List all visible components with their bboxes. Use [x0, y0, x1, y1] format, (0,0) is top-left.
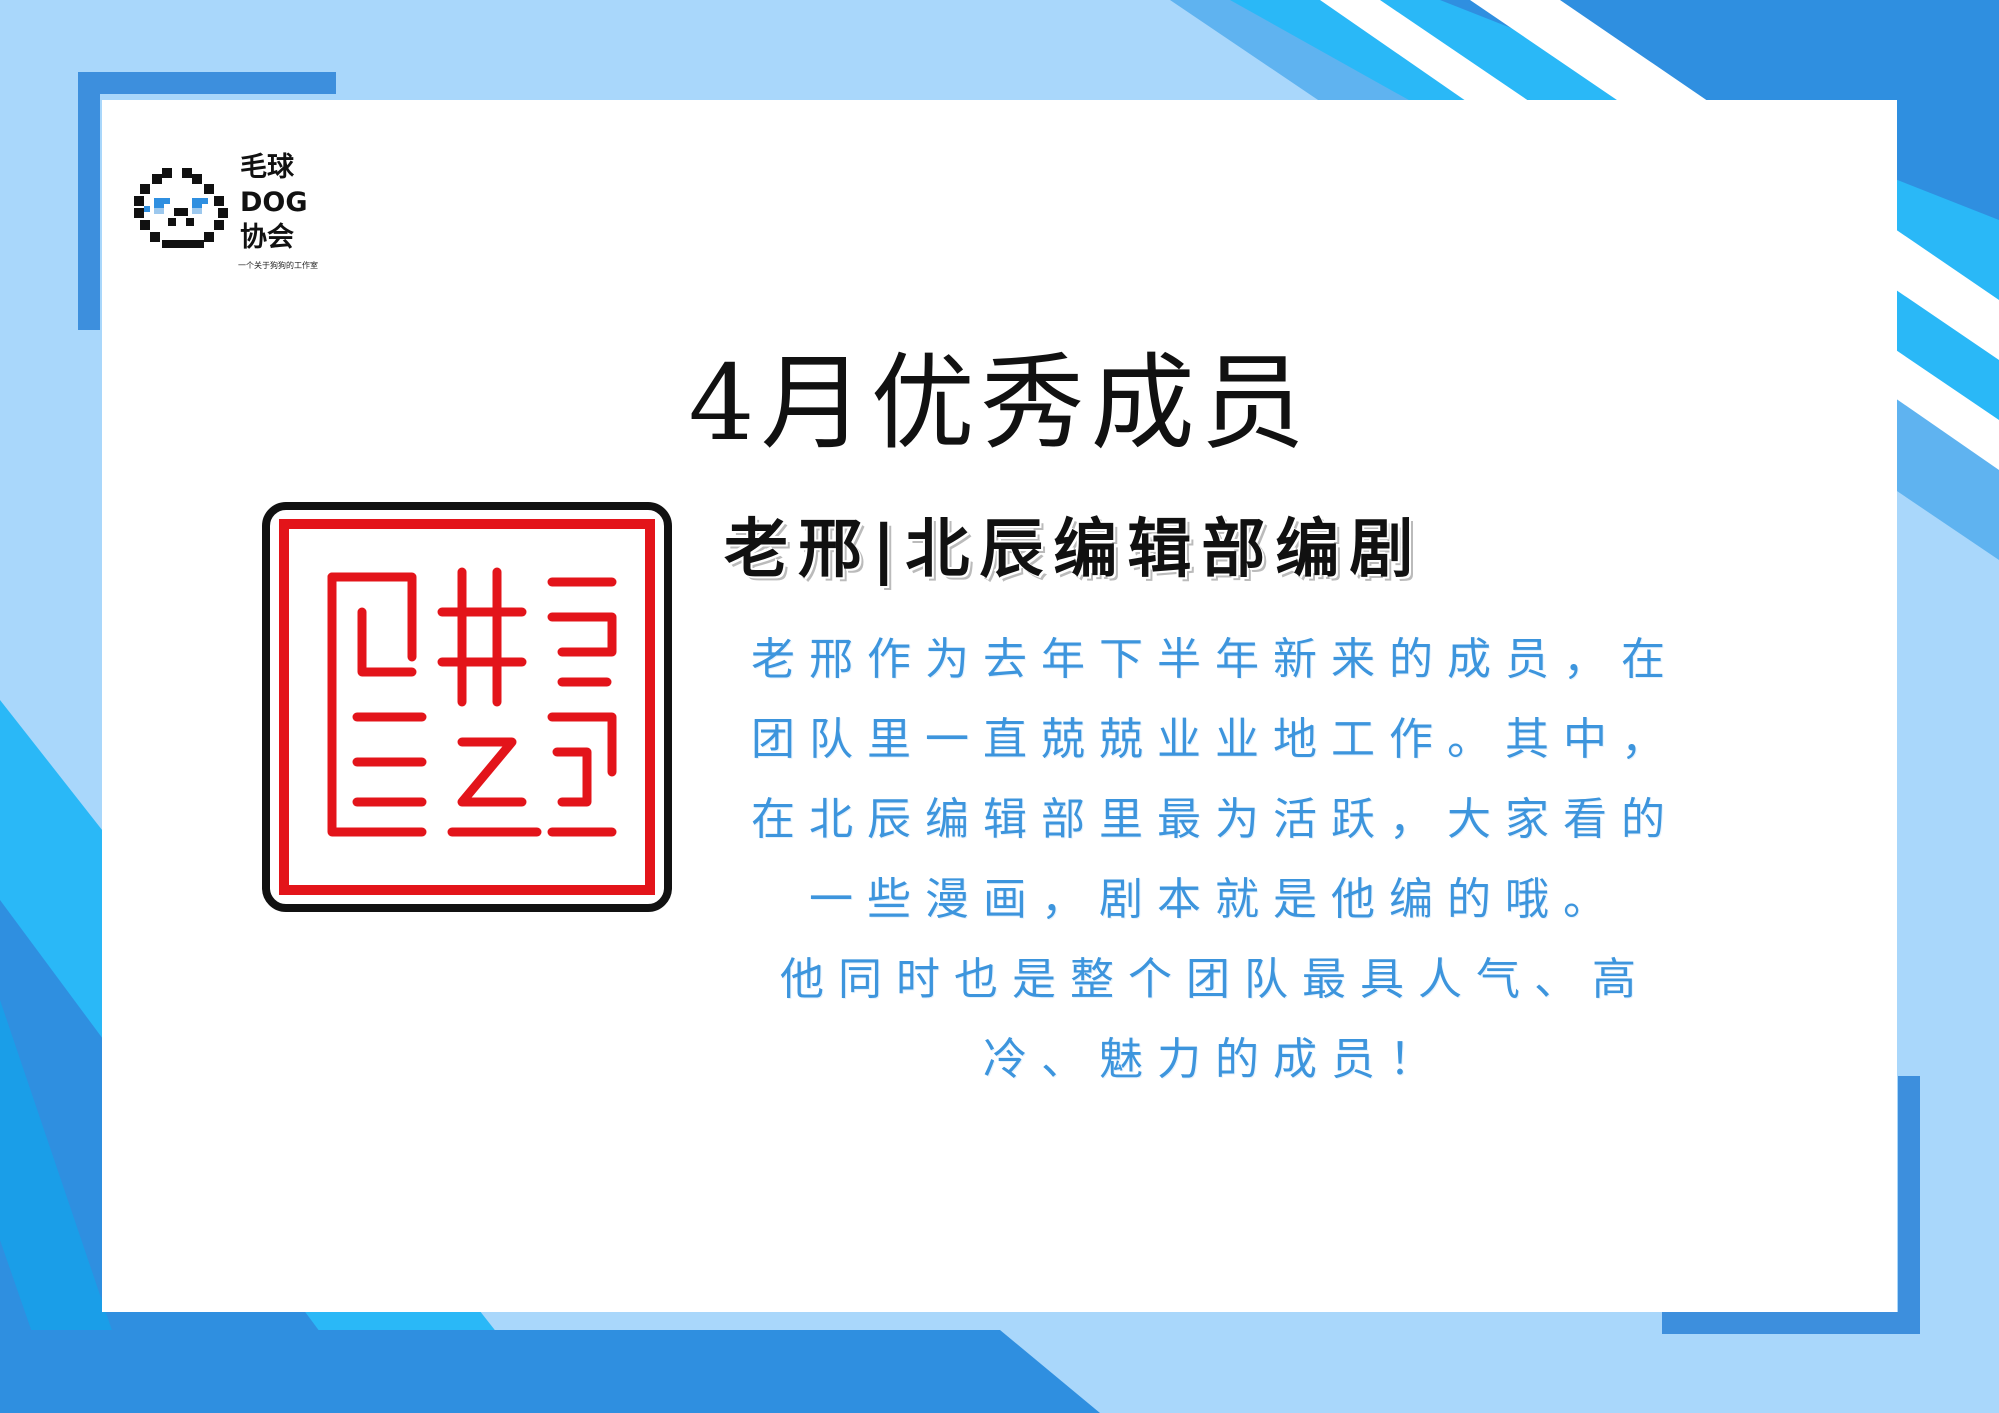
description-paragraph-2: 他同时也是整个团队最具人气、高冷、魅力的成员！ — [745, 940, 1685, 1100]
pixel-dog-icon — [130, 160, 235, 260]
red-seal-stamp-icon — [262, 502, 672, 912]
page-title: 4月优秀成员 — [0, 318, 1999, 469]
brand-name-line3: 协会 — [240, 220, 360, 255]
brand-name-line2: DOG — [240, 185, 360, 220]
description-paragraph-1: 老邢作为去年下半年新来的成员，在团队里一直兢兢业业地工作。其中，在北辰编辑部里最… — [745, 620, 1685, 940]
brand-tagline: 一个关于狗狗的工作室 — [238, 260, 318, 271]
member-name-role: 老邢|北辰编辑部编剧 — [724, 498, 1423, 590]
brand-name-line1: 毛球 — [240, 150, 360, 185]
member-description: 老邢作为去年下半年新来的成员，在团队里一直兢兢业业地工作。其中，在北辰编辑部里最… — [745, 620, 1685, 1100]
brand-logo: 毛球 DOG 协会 一个关于狗狗的工作室 — [130, 150, 360, 275]
brand-name: 毛球 DOG 协会 — [240, 150, 360, 255]
